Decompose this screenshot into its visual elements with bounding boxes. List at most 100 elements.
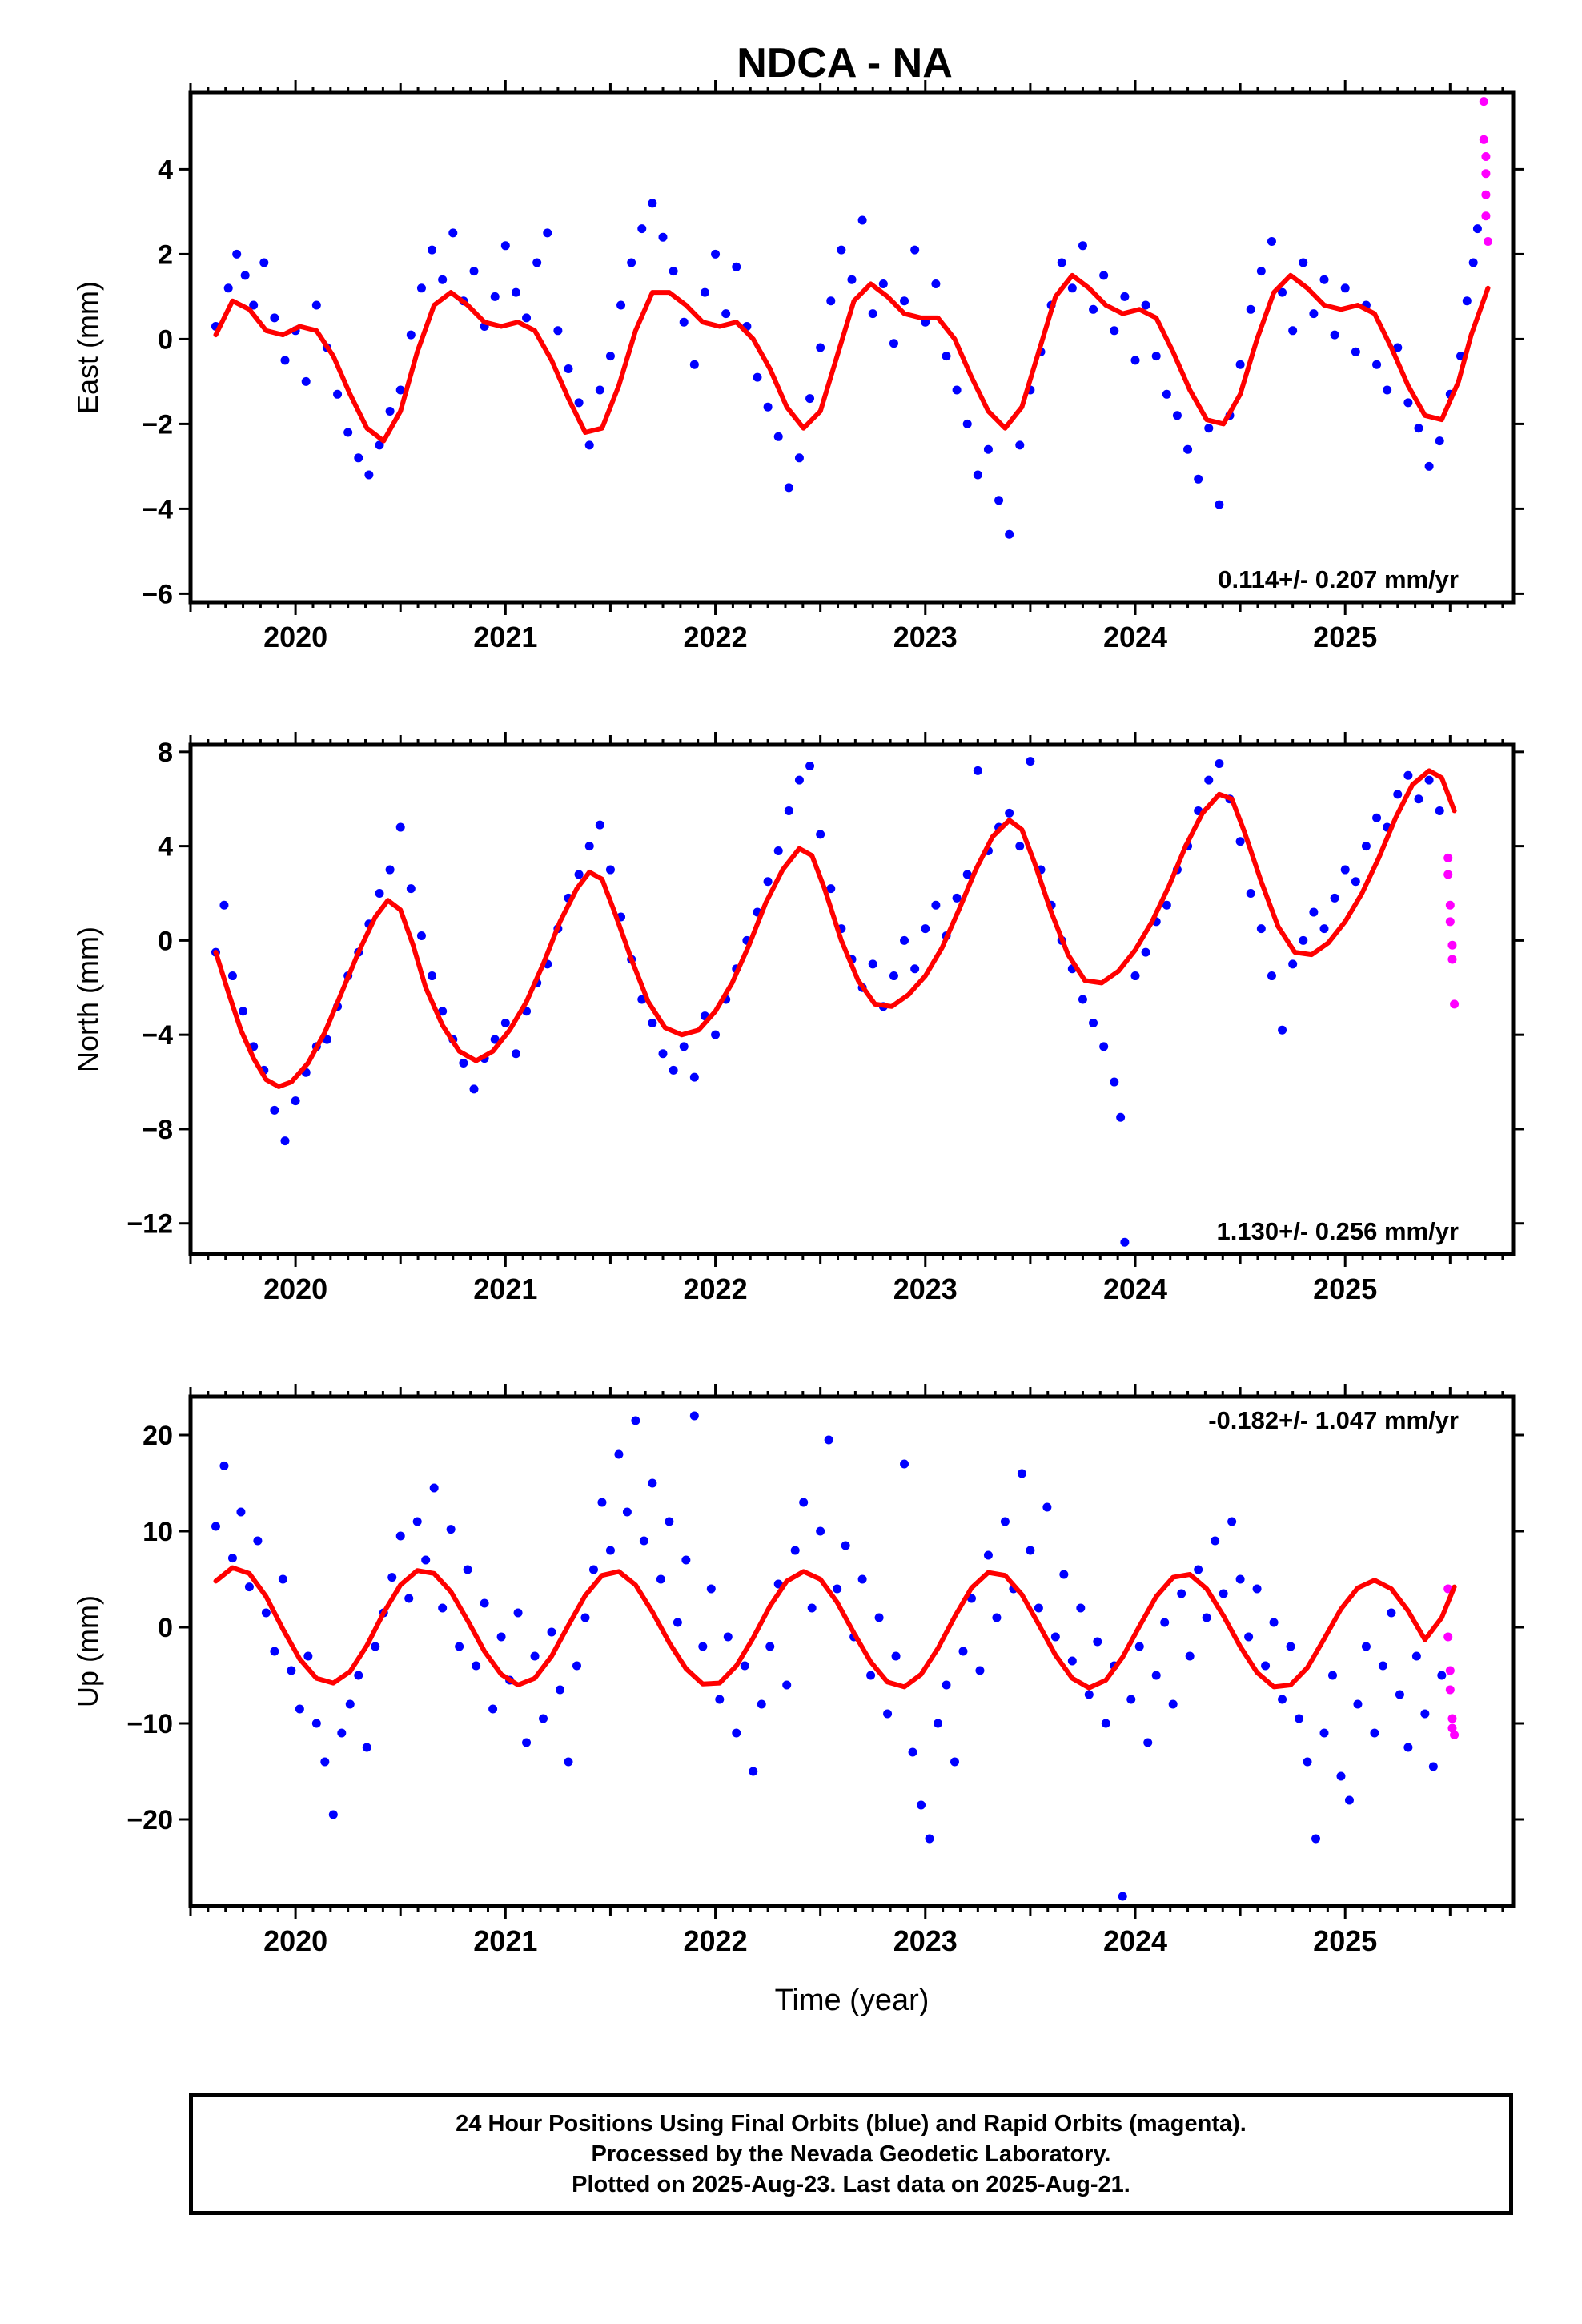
north-rapid-point — [1450, 999, 1460, 1009]
east-final-point — [1162, 389, 1171, 399]
up-final-point — [1286, 1642, 1295, 1651]
east-final-point — [1468, 258, 1478, 267]
north-final-point — [1330, 893, 1339, 903]
east-xtick-label: 2021 — [473, 621, 537, 653]
east-final-point — [753, 372, 762, 382]
east-final-point — [416, 283, 426, 293]
up-final-point — [648, 1478, 657, 1488]
up-frame — [188, 1394, 1516, 1908]
north-final-point — [648, 1018, 657, 1027]
north-final-point — [1309, 907, 1319, 917]
up-final-point — [513, 1608, 523, 1618]
east-final-point — [301, 376, 311, 386]
up-final-point — [824, 1435, 833, 1445]
east-final-point — [794, 453, 804, 463]
up-final-point — [1327, 1671, 1337, 1680]
up-final-point — [463, 1565, 472, 1574]
north-ytick-label: −4 — [142, 1020, 173, 1051]
north-rapid-point — [1443, 870, 1453, 879]
north-xtick-label: 2025 — [1313, 1273, 1377, 1305]
north-final-point — [1435, 806, 1444, 815]
north-final-point — [1026, 757, 1035, 766]
up-final-point — [480, 1598, 489, 1608]
north-final-point — [868, 959, 877, 969]
east-final-point — [1151, 352, 1161, 361]
east-final-point — [1235, 360, 1245, 369]
up-final-point — [1177, 1589, 1186, 1598]
north-final-point — [1267, 971, 1276, 981]
up-ytick-label: −20 — [126, 1805, 173, 1835]
east-ytick-label: 0 — [158, 324, 173, 355]
up-final-point — [278, 1574, 287, 1584]
north-final-point — [396, 822, 405, 832]
up-final-point — [1378, 1661, 1387, 1671]
north-final-point — [910, 964, 920, 974]
north-final-point — [1116, 1112, 1126, 1122]
north-ytick-label: 8 — [158, 738, 173, 768]
up-final-point — [1084, 1690, 1094, 1699]
up-final-point — [656, 1574, 665, 1584]
up-final-point — [227, 1554, 237, 1563]
north-final-point — [574, 870, 584, 879]
up-final-point — [1143, 1738, 1153, 1747]
east-final-point — [1067, 283, 1077, 293]
east-final-point — [1340, 283, 1350, 293]
north-final-point — [1078, 995, 1087, 1004]
east-final-point — [669, 267, 678, 276]
up-final-point — [900, 1459, 909, 1469]
north-rapid-point — [1445, 917, 1455, 927]
east-final-point — [816, 343, 825, 352]
east-final-point — [962, 419, 972, 428]
east-final-point — [1089, 304, 1098, 314]
north-final-point — [1162, 900, 1171, 910]
up-final-point — [556, 1685, 565, 1695]
north-rate-label: 1.130+/- 0.256 mm/yr — [1217, 1217, 1459, 1245]
up-ytick-label: −10 — [126, 1709, 173, 1739]
up-final-point — [1311, 1834, 1321, 1844]
up-ytick-label: 20 — [143, 1421, 173, 1451]
up-final-point — [1134, 1642, 1144, 1651]
up-final-point — [1042, 1502, 1052, 1512]
east-rate-label: 0.114+/- 0.207 mm/yr — [1218, 565, 1459, 593]
up-final-point — [1395, 1690, 1404, 1699]
up-final-point — [1353, 1699, 1363, 1709]
north-final-point — [490, 1035, 500, 1044]
north-final-point — [1015, 842, 1025, 851]
up-final-point — [1151, 1671, 1161, 1680]
east-rapid-point — [1484, 237, 1493, 246]
north-final-point — [291, 1096, 300, 1106]
up-final-point — [950, 1757, 959, 1767]
east-final-point — [343, 428, 353, 437]
east-final-point — [259, 258, 269, 267]
north-final-point — [375, 889, 384, 898]
east-final-point — [658, 232, 668, 242]
up-final-point — [421, 1555, 431, 1565]
up-final-point — [270, 1647, 279, 1656]
east-final-point — [994, 496, 1004, 505]
up-final-point — [429, 1483, 439, 1493]
up-final-point — [572, 1661, 581, 1671]
up-final-point — [496, 1632, 506, 1642]
up-final-point — [1000, 1517, 1010, 1526]
east-final-point — [648, 199, 657, 208]
east-final-point — [396, 385, 405, 395]
north-final-point — [1215, 759, 1224, 769]
up-final-point — [219, 1461, 229, 1470]
north-final-point — [689, 1072, 699, 1082]
north-final-point — [889, 971, 898, 981]
north-ylabel: North (mm) — [71, 927, 104, 1072]
east-final-point — [1393, 343, 1403, 352]
north-final-point — [658, 1049, 668, 1059]
east-final-point — [826, 296, 836, 306]
east-xtick-label: 2020 — [263, 621, 327, 653]
north-final-point — [1414, 794, 1423, 804]
east-final-point — [973, 470, 982, 480]
up-xtick-label: 2022 — [684, 1924, 748, 1957]
north-final-point — [921, 924, 930, 934]
up-ylabel: Up (mm) — [71, 1595, 104, 1707]
north-final-point — [428, 971, 437, 981]
north-final-point — [1319, 924, 1329, 934]
east-final-point — [240, 271, 250, 280]
north-final-point — [219, 900, 229, 910]
up-final-point — [723, 1632, 733, 1642]
